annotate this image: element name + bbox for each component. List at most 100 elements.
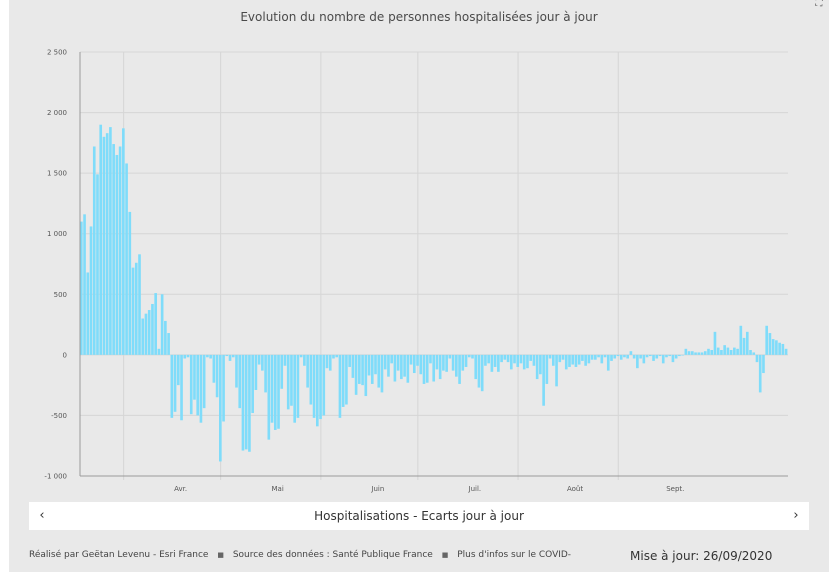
bar[interactable] (684, 348, 688, 355)
bar[interactable] (254, 354, 258, 390)
bar[interactable] (128, 211, 132, 355)
bar[interactable] (733, 347, 736, 355)
bar[interactable] (332, 354, 335, 359)
bar[interactable] (173, 354, 177, 412)
bar[interactable] (775, 340, 778, 355)
bar[interactable] (623, 354, 626, 358)
bar[interactable] (458, 354, 461, 384)
bar[interactable] (500, 354, 503, 363)
bar[interactable] (89, 226, 93, 355)
bar[interactable] (461, 354, 465, 371)
bar[interactable] (474, 354, 478, 380)
bar[interactable] (183, 354, 187, 359)
bar[interactable] (671, 354, 675, 363)
bar[interactable] (134, 262, 138, 355)
bar[interactable] (83, 214, 86, 355)
bar[interactable] (503, 354, 507, 360)
bar[interactable] (290, 354, 293, 406)
bar[interactable] (577, 354, 581, 365)
bar[interactable] (325, 354, 329, 369)
bar[interactable] (189, 354, 193, 415)
bar[interactable] (745, 331, 749, 355)
bar[interactable] (283, 354, 287, 366)
bar[interactable] (115, 154, 119, 355)
bar[interactable] (655, 354, 659, 359)
bar[interactable] (442, 354, 445, 371)
expand-icon[interactable]: ⛶ (815, 0, 823, 9)
bar[interactable] (448, 354, 452, 359)
bar[interactable] (552, 354, 555, 366)
bar[interactable] (497, 354, 500, 372)
bar[interactable] (642, 354, 646, 364)
bar[interactable] (432, 354, 436, 382)
bar[interactable] (322, 354, 326, 416)
bar[interactable] (312, 354, 316, 418)
bar[interactable] (406, 354, 410, 383)
bar[interactable] (92, 146, 96, 355)
bar[interactable] (370, 354, 374, 384)
bar[interactable] (235, 354, 238, 388)
bar[interactable] (354, 354, 358, 395)
bar[interactable] (141, 318, 145, 355)
bar[interactable] (293, 354, 297, 423)
bar[interactable] (309, 354, 313, 405)
bar[interactable] (180, 354, 183, 421)
bar[interactable] (506, 354, 510, 363)
bar[interactable] (513, 354, 516, 364)
bar[interactable] (209, 354, 212, 359)
bar[interactable] (564, 354, 568, 370)
bar[interactable] (707, 348, 710, 355)
bar[interactable] (306, 354, 309, 388)
bar[interactable] (681, 354, 684, 356)
bar[interactable] (471, 354, 474, 359)
bar[interactable] (160, 294, 164, 355)
bar[interactable] (416, 354, 419, 366)
bar[interactable] (610, 354, 613, 361)
bar[interactable] (319, 354, 322, 420)
bar[interactable] (364, 354, 368, 397)
bar[interactable] (335, 354, 339, 358)
bar[interactable] (636, 354, 639, 369)
bar[interactable] (425, 354, 429, 383)
bar[interactable] (261, 354, 264, 371)
bar[interactable] (409, 354, 413, 365)
bar[interactable] (703, 351, 707, 355)
bar[interactable] (377, 354, 381, 388)
bar[interactable] (509, 354, 513, 370)
bar[interactable] (257, 354, 261, 365)
bar[interactable] (102, 136, 106, 355)
bar[interactable] (587, 354, 591, 364)
bar[interactable] (286, 354, 290, 410)
bar[interactable] (422, 354, 426, 384)
footer-author[interactable]: Réalisé par Geëtan Levenu - Esri France (29, 550, 209, 560)
bar[interactable] (403, 354, 406, 377)
bar[interactable] (241, 354, 245, 451)
bar[interactable] (435, 354, 439, 370)
bar[interactable] (176, 354, 180, 386)
bar[interactable] (584, 354, 587, 366)
bar[interactable] (238, 354, 242, 409)
bar[interactable] (109, 127, 112, 355)
bar[interactable] (526, 354, 529, 369)
bar[interactable] (768, 333, 772, 355)
bar[interactable] (296, 354, 300, 418)
bar[interactable] (429, 354, 432, 364)
bar[interactable] (752, 352, 756, 355)
bar[interactable] (762, 354, 765, 374)
bar[interactable] (151, 303, 154, 355)
bar[interactable] (131, 267, 135, 355)
bar[interactable] (632, 354, 636, 359)
bar[interactable] (80, 221, 83, 355)
bar[interactable] (351, 354, 355, 378)
bar[interactable] (742, 337, 746, 355)
bar[interactable] (277, 354, 280, 429)
bar[interactable] (341, 354, 345, 407)
bar[interactable] (542, 354, 545, 406)
bar[interactable] (328, 354, 332, 371)
bar[interactable] (299, 354, 303, 358)
bar[interactable] (516, 354, 520, 367)
bar[interactable] (522, 354, 526, 370)
bar[interactable] (548, 354, 552, 359)
bar[interactable] (193, 354, 196, 400)
bar[interactable] (303, 354, 306, 366)
